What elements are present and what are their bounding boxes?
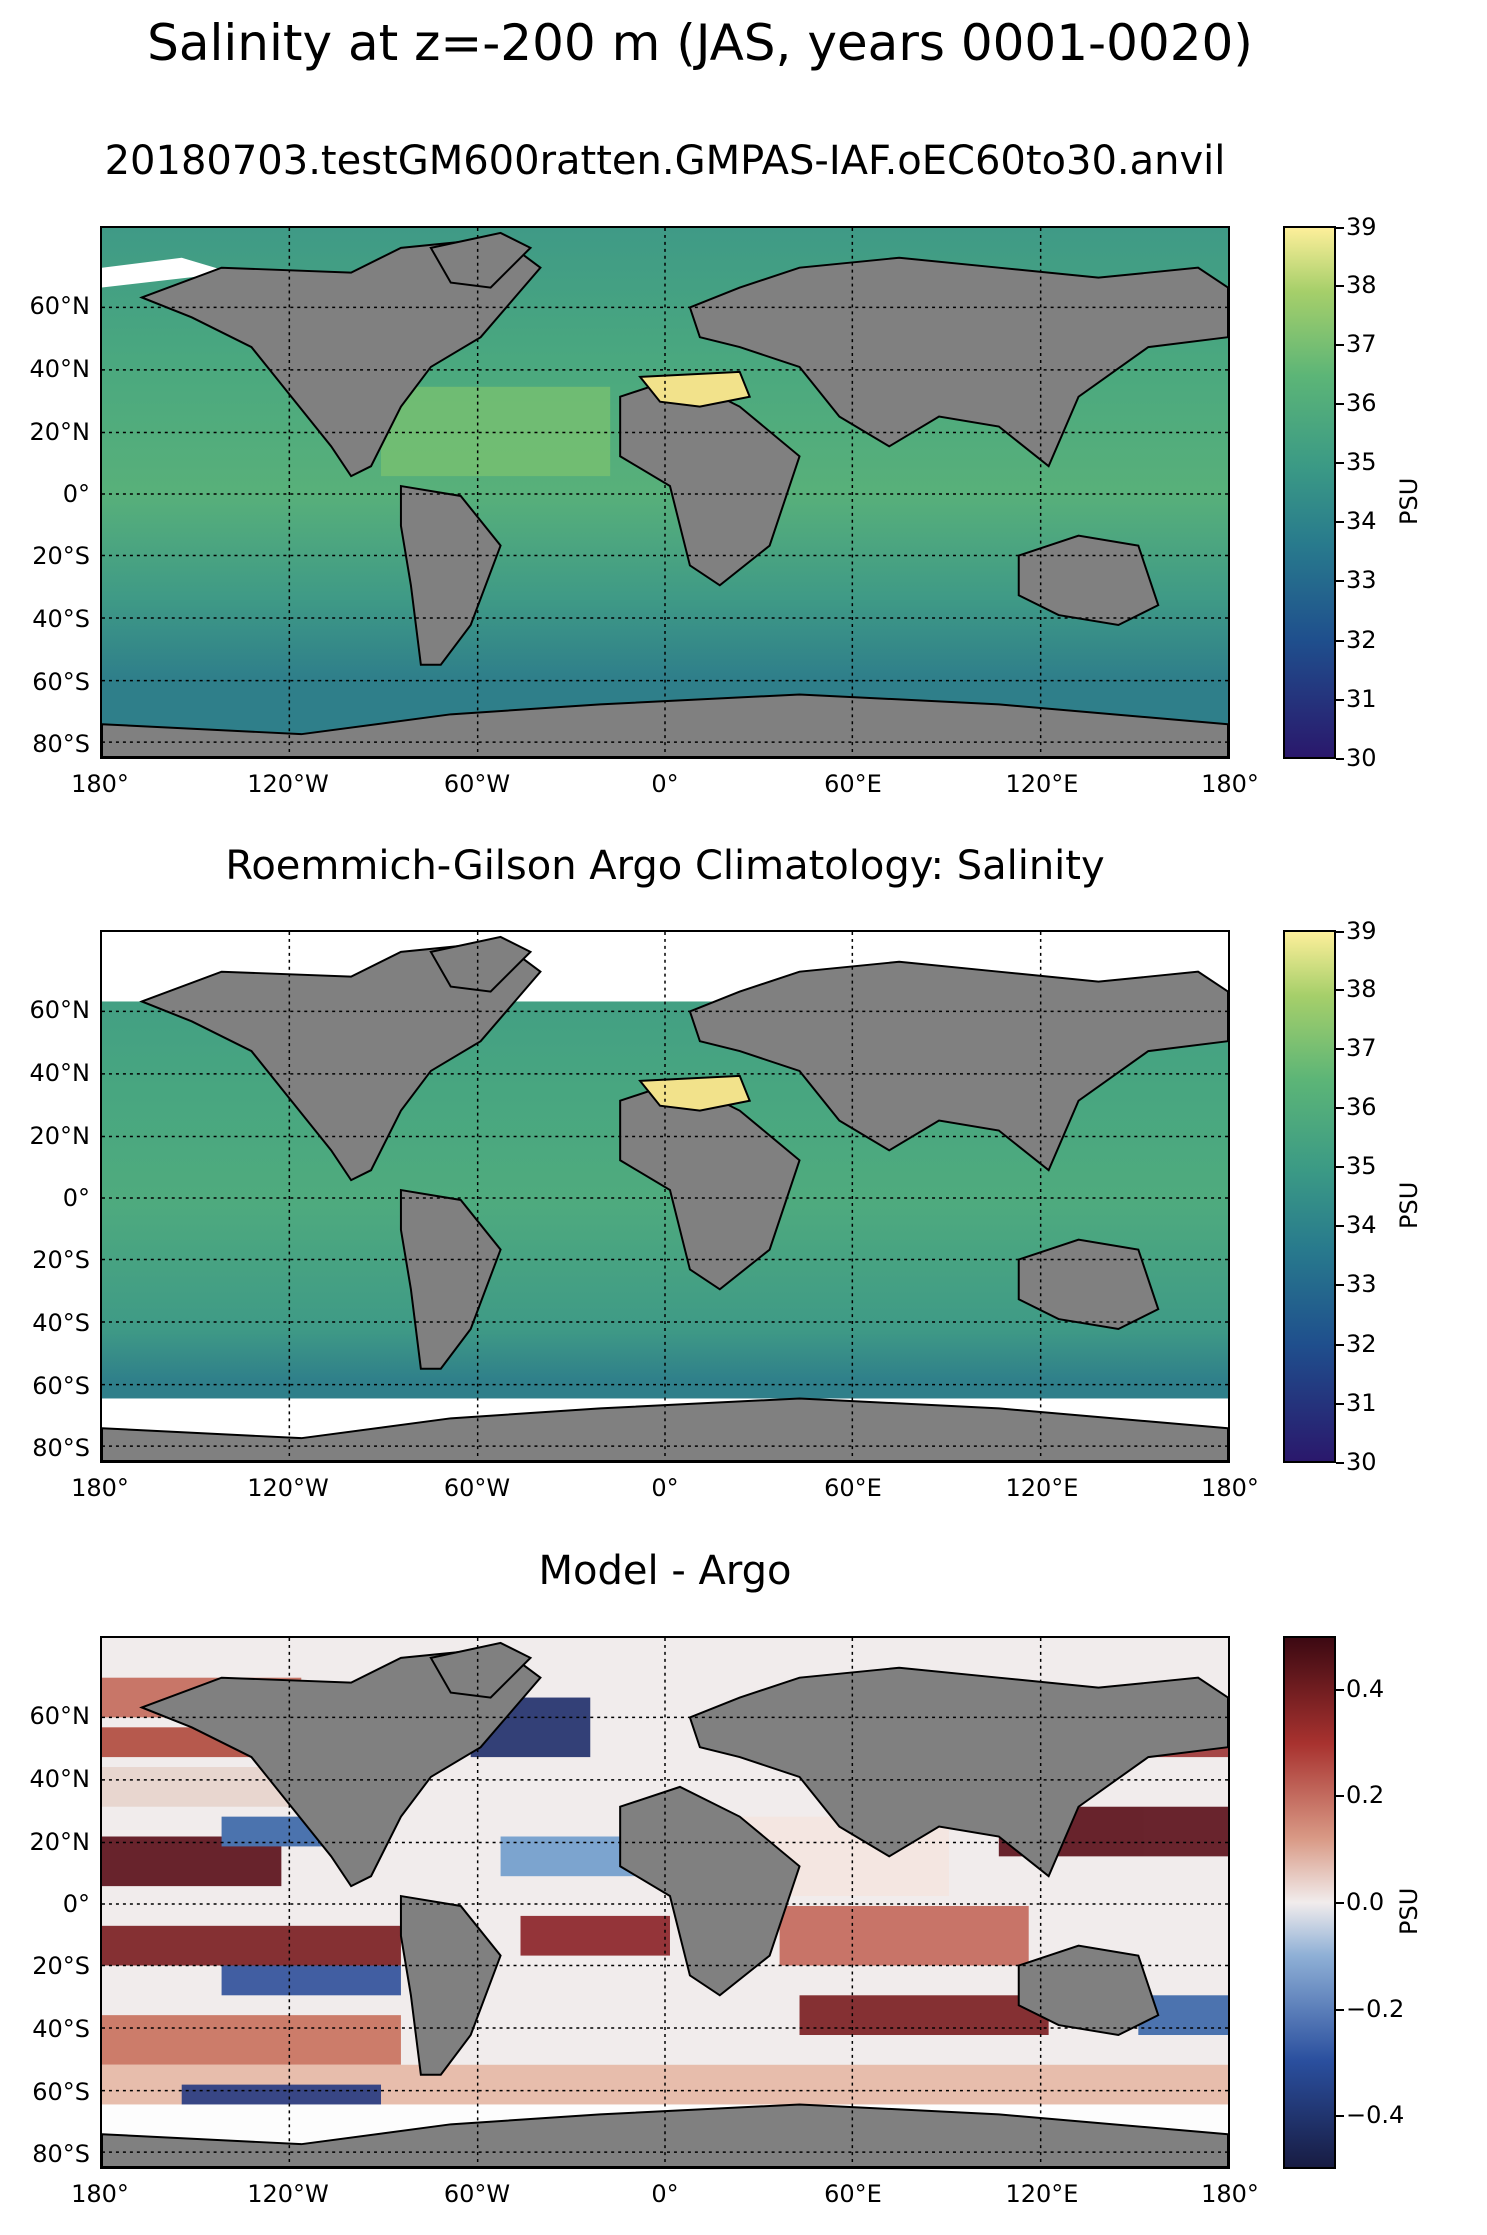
lon-label-60E: 60°E — [824, 770, 882, 798]
lat-label-40N: 40°N — [29, 1059, 91, 1087]
lon-label-60W: 60°W — [443, 1474, 511, 1502]
panel-2-map — [100, 930, 1230, 1463]
cb3-tick: 0.4 — [1346, 1675, 1385, 1703]
lat-label-20S: 20°S — [32, 1246, 90, 1274]
cb2-tick: 38 — [1346, 975, 1377, 1003]
panel-3-title: Model - Argo — [538, 1548, 792, 1594]
lon-label-60W: 60°W — [443, 770, 511, 798]
lon-label-120W: 120°W — [247, 770, 329, 798]
cb2-tick: 34 — [1346, 1211, 1377, 1239]
cb3-tick: −0.4 — [1346, 2101, 1405, 2129]
cb1-tick: 35 — [1346, 448, 1377, 476]
cb1-tick: 32 — [1346, 626, 1377, 654]
cb3-tick: −0.2 — [1346, 1995, 1405, 2023]
cb2-tick: 30 — [1346, 1448, 1377, 1476]
cb1-tick: 39 — [1346, 213, 1377, 241]
lon-label-120W: 120°W — [247, 1474, 329, 1502]
lat-label-40S: 40°S — [32, 2015, 90, 2043]
lon-label-120E: 120°E — [1005, 1474, 1079, 1502]
lon-label-60E: 60°E — [824, 2180, 882, 2208]
lon-label-120E: 120°E — [1005, 770, 1079, 798]
lon-label-0: 0° — [651, 1474, 679, 1502]
lat-label-40N: 40°N — [29, 1765, 91, 1793]
lat-label-0: 0° — [62, 1890, 90, 1918]
cb1-tick: 33 — [1346, 566, 1377, 594]
cb1-tick: 37 — [1346, 330, 1377, 358]
lat-label-80S: 80°S — [32, 730, 90, 758]
lat-label-40S: 40°S — [32, 605, 90, 633]
lat-label-60N: 60°N — [29, 996, 91, 1024]
cb2-tick: 33 — [1346, 1270, 1377, 1298]
lat-label-20N: 20°N — [29, 1828, 91, 1856]
lon-label-180E: 180° — [1201, 770, 1259, 798]
colorbar-3 — [1283, 1636, 1336, 2169]
colorbar-2-label: PSU — [1395, 1181, 1423, 1229]
lat-label-40N: 40°N — [29, 355, 91, 383]
lon-label-60E: 60°E — [824, 1474, 882, 1502]
cb1-tick: 38 — [1346, 271, 1377, 299]
cb3-tick: 0.0 — [1346, 1888, 1385, 1916]
lat-label-60N: 60°N — [29, 292, 91, 320]
panel-2-title: Roemmich-Gilson Argo Climatology: Salini… — [225, 843, 1105, 889]
lon-label-180W: 180° — [71, 2180, 129, 2208]
cb1-tick: 36 — [1346, 389, 1377, 417]
cb2-tick: 37 — [1346, 1034, 1377, 1062]
colorbar-1-label: PSU — [1395, 477, 1423, 525]
cb2-tick: 36 — [1346, 1093, 1377, 1121]
lat-label-60S: 60°S — [32, 668, 90, 696]
lon-label-180E: 180° — [1201, 2180, 1259, 2208]
colorbar-1 — [1283, 226, 1336, 759]
lat-label-60S: 60°S — [32, 2078, 90, 2106]
lon-label-0: 0° — [651, 2180, 679, 2208]
lat-label-0: 0° — [62, 480, 90, 508]
lon-label-180W: 180° — [71, 770, 129, 798]
cb2-tick: 32 — [1346, 1330, 1377, 1358]
panel-1-title: 20180703.testGM600ratten.GMPAS-IAF.oEC60… — [104, 138, 1226, 184]
lon-label-120W: 120°W — [247, 2180, 329, 2208]
cb2-tick: 31 — [1346, 1389, 1377, 1417]
lat-label-20N: 20°N — [29, 418, 91, 446]
cb2-tick: 35 — [1346, 1152, 1377, 1180]
lon-label-180E: 180° — [1201, 1474, 1259, 1502]
lat-label-20S: 20°S — [32, 542, 90, 570]
cb1-tick: 30 — [1346, 744, 1377, 772]
lat-label-80S: 80°S — [32, 1434, 90, 1462]
lat-label-20S: 20°S — [32, 1952, 90, 1980]
lon-label-0: 0° — [651, 770, 679, 798]
panel-1-map — [100, 226, 1230, 759]
lat-label-0: 0° — [62, 1184, 90, 1212]
colorbar-2 — [1283, 930, 1336, 1463]
lat-label-60N: 60°N — [29, 1702, 91, 1730]
panel-3-map — [100, 1636, 1230, 2169]
lat-label-60S: 60°S — [32, 1372, 90, 1400]
cb3-tick: 0.2 — [1346, 1781, 1385, 1809]
cb1-tick: 31 — [1346, 685, 1377, 713]
figure-title: Salinity at z=-200 m (JAS, years 0001-00… — [147, 14, 1253, 72]
lon-label-60W: 60°W — [443, 2180, 511, 2208]
lat-label-80S: 80°S — [32, 2140, 90, 2168]
lat-label-40S: 40°S — [32, 1309, 90, 1337]
colorbar-3-label: PSU — [1395, 1887, 1423, 1935]
cb1-tick: 34 — [1346, 507, 1377, 535]
cb2-tick: 39 — [1346, 917, 1377, 945]
lon-label-120E: 120°E — [1005, 2180, 1079, 2208]
lat-label-20N: 20°N — [29, 1122, 91, 1150]
lon-label-180W: 180° — [71, 1474, 129, 1502]
